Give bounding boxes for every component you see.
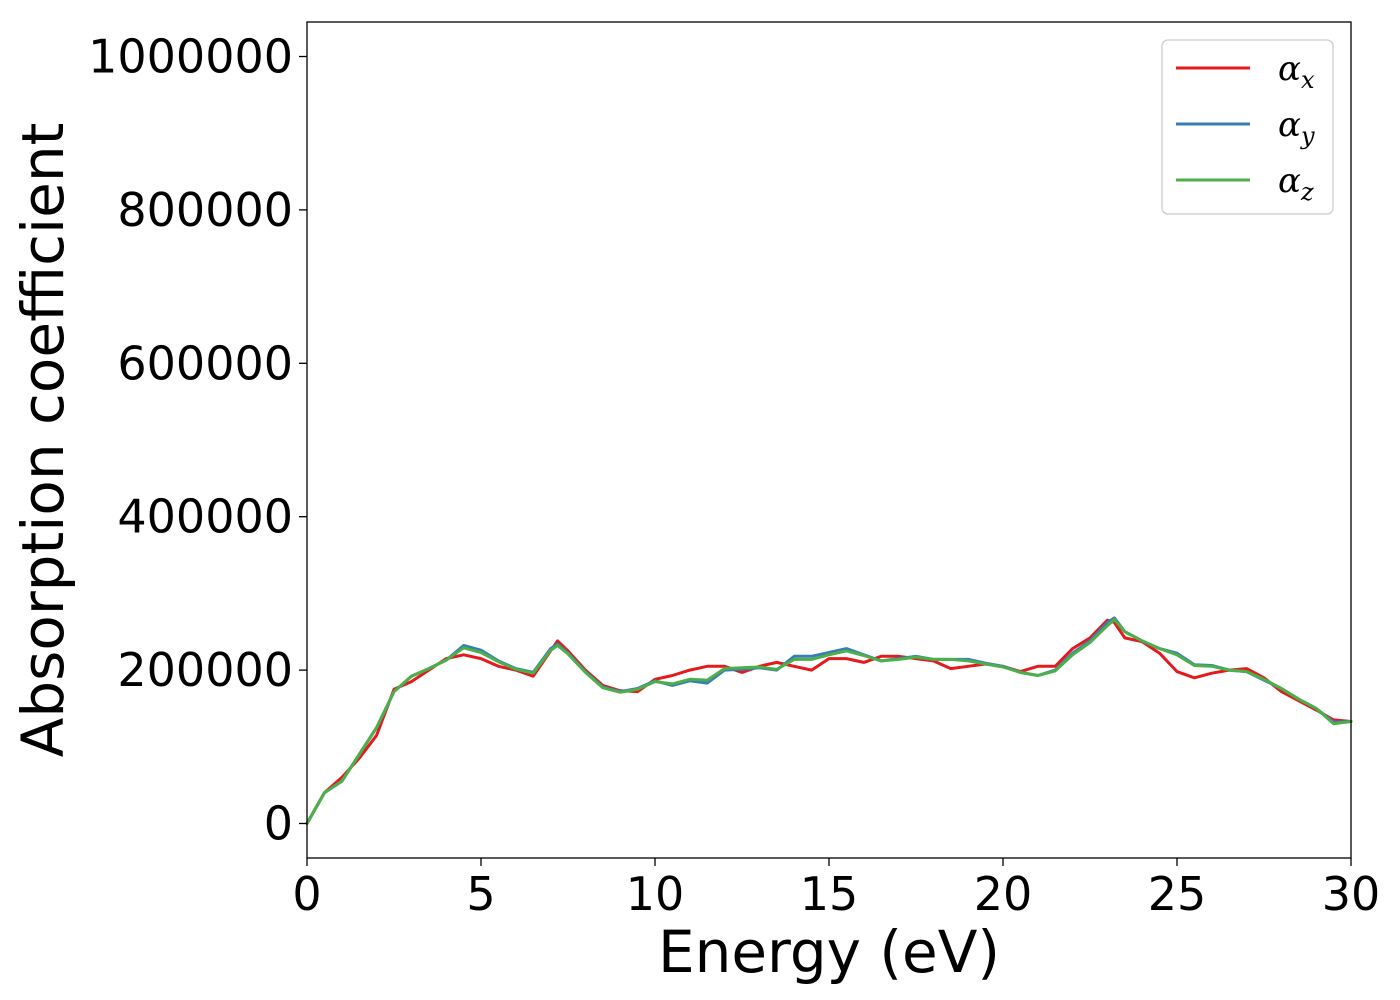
x-tick-label-4: 20	[974, 867, 1033, 921]
x-tick-label-2: 10	[626, 867, 685, 921]
y-tick-label-0: 0	[264, 796, 293, 850]
y-axis-ticks: 0 200000 400000 600000 800000 1000000	[88, 30, 307, 850]
x-axis-ticks: 0 5 10 15 20 25 30	[292, 858, 1380, 921]
legend-label-2: αz	[1278, 161, 1314, 206]
legend-label-0: αx	[1278, 49, 1315, 94]
x-tick-label-0: 0	[292, 867, 321, 921]
y-tick-label-3: 600000	[117, 336, 293, 390]
x-axis-title: Energy (eV)	[658, 918, 1000, 986]
x-tick-label-3: 15	[800, 867, 859, 921]
legend-label-1: αy	[1278, 105, 1315, 150]
y-tick-label-2: 400000	[117, 490, 293, 544]
series-line-0	[305, 618, 1353, 825]
series-line-2	[305, 618, 1353, 825]
y-tick-label-1: 200000	[117, 643, 293, 697]
x-tick-label-1: 5	[466, 867, 495, 921]
x-tick-label-5: 25	[1148, 867, 1207, 921]
y-axis-title: Absorption coefficient	[9, 123, 77, 758]
x-tick-label-6: 30	[1322, 867, 1381, 921]
legend-box	[1161, 39, 1334, 215]
y-tick-label-4: 800000	[117, 183, 293, 237]
legend: αx αy αz	[1161, 39, 1334, 215]
y-tick-label-5: 1000000	[88, 30, 293, 84]
series-layer	[305, 616, 1353, 825]
